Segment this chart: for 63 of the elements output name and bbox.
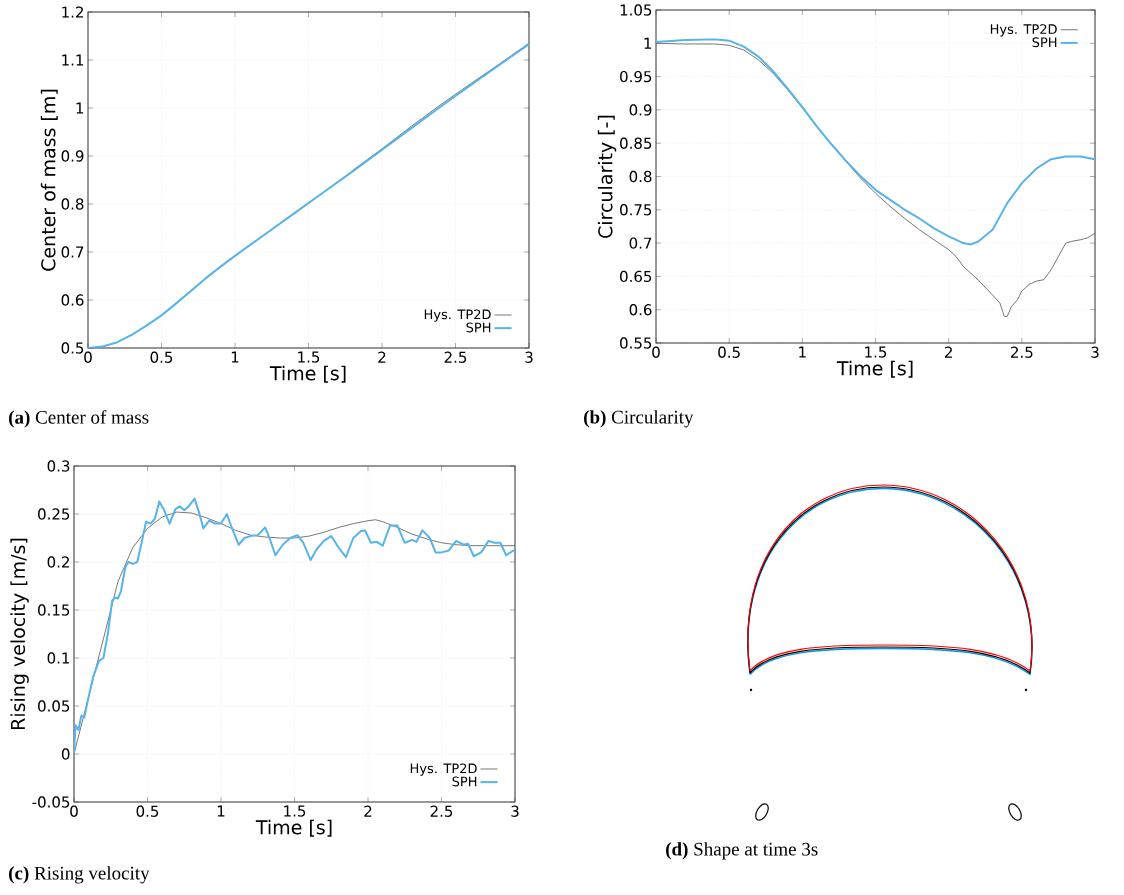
y-tick-label: 1.1 xyxy=(62,54,84,66)
y-tick-label: 0.9 xyxy=(629,104,652,116)
y-tick-label: 0.65 xyxy=(620,270,652,283)
legend-label: SPH xyxy=(1032,37,1057,48)
y-axis-title: Rising velocity [m/s] xyxy=(10,538,29,729)
y-tick-label: 0.3 xyxy=(47,460,70,472)
y-tick-label: 0.15 xyxy=(38,604,70,616)
x-tick-label: 0.5 xyxy=(150,351,173,363)
x-tick-label: 1 xyxy=(231,351,239,363)
x-tick-label: 2.5 xyxy=(1011,346,1033,358)
legend-label: Hys. TP2D xyxy=(424,309,491,322)
y-tick-label: 1.05 xyxy=(620,4,652,16)
legend-label: Hys. TP2D xyxy=(410,763,477,776)
y-tick-label: 0.1 xyxy=(47,652,70,664)
x-axis-title: Time [s] xyxy=(269,365,346,383)
x-tick-label: 2.5 xyxy=(430,805,453,817)
text: (d) Shape at time 3s xyxy=(666,842,818,860)
legend-label: Hys. TP2D xyxy=(990,24,1057,37)
y-axis-title: Center of mass [m] xyxy=(40,89,58,271)
y-tick-label: 0.25 xyxy=(38,508,70,520)
x-tick-label: 1.5 xyxy=(298,351,320,363)
y-tick-label: 0.9 xyxy=(61,150,84,162)
x-tick-label: 3 xyxy=(511,805,519,817)
y-tick-label: 0.55 xyxy=(620,337,652,349)
x-tick-label: 2.5 xyxy=(444,351,467,363)
y-tick-label: 0.05 xyxy=(38,700,70,712)
y-tick-label: 0.75 xyxy=(620,204,652,216)
legend-label: SPH xyxy=(466,322,491,333)
y-tick-label: 0.6 xyxy=(61,294,84,306)
legend-label: SPH xyxy=(452,776,477,787)
x-tick-label: 2 xyxy=(945,346,952,358)
y-tick-label: 1.2 xyxy=(62,6,83,18)
y-tick-label: 0.95 xyxy=(620,70,652,83)
y-tick-label: 0.2 xyxy=(47,556,69,568)
x-tick-label: 0 xyxy=(652,346,660,358)
x-tick-label: 0.5 xyxy=(136,805,159,817)
y-tick-label: 1 xyxy=(76,102,84,114)
x-tick-label: 1.5 xyxy=(284,805,306,817)
y-tick-label: 0 xyxy=(61,748,70,760)
x-axis-title: Time [s] xyxy=(836,360,913,378)
x-tick-label: 0 xyxy=(84,351,92,363)
x-tick-label: 1 xyxy=(799,346,806,358)
x-tick-label: 2 xyxy=(378,351,386,363)
line-series xyxy=(656,38,1096,246)
text: (b) Circularity xyxy=(584,410,694,428)
y-tick-label: 0.85 xyxy=(620,137,652,149)
x-tick-label: 1 xyxy=(217,805,225,817)
x-axis-title: Time [s] xyxy=(255,819,332,837)
y-tick-label: 0.8 xyxy=(629,170,652,183)
y-tick-label: 0.7 xyxy=(629,237,652,249)
x-tick-label: 1.5 xyxy=(865,346,887,358)
x-tick-label: 3 xyxy=(525,351,533,363)
y-tick-label: 0.8 xyxy=(61,198,84,210)
y-tick-label: 1 xyxy=(644,37,652,49)
x-tick-label: 3 xyxy=(1091,346,1099,358)
x-tick-label: 0.5 xyxy=(718,346,740,358)
y-tick-label: 0.7 xyxy=(61,246,84,258)
text: (a) Center of mass xyxy=(9,410,149,428)
y-tick-label: -0.05 xyxy=(32,796,70,808)
y-tick-label: 0.6 xyxy=(629,304,652,316)
x-tick-label: 2 xyxy=(364,805,372,817)
y-axis-title: Circularity [-] xyxy=(597,115,617,238)
text: (c) Rising velocity xyxy=(9,866,150,884)
